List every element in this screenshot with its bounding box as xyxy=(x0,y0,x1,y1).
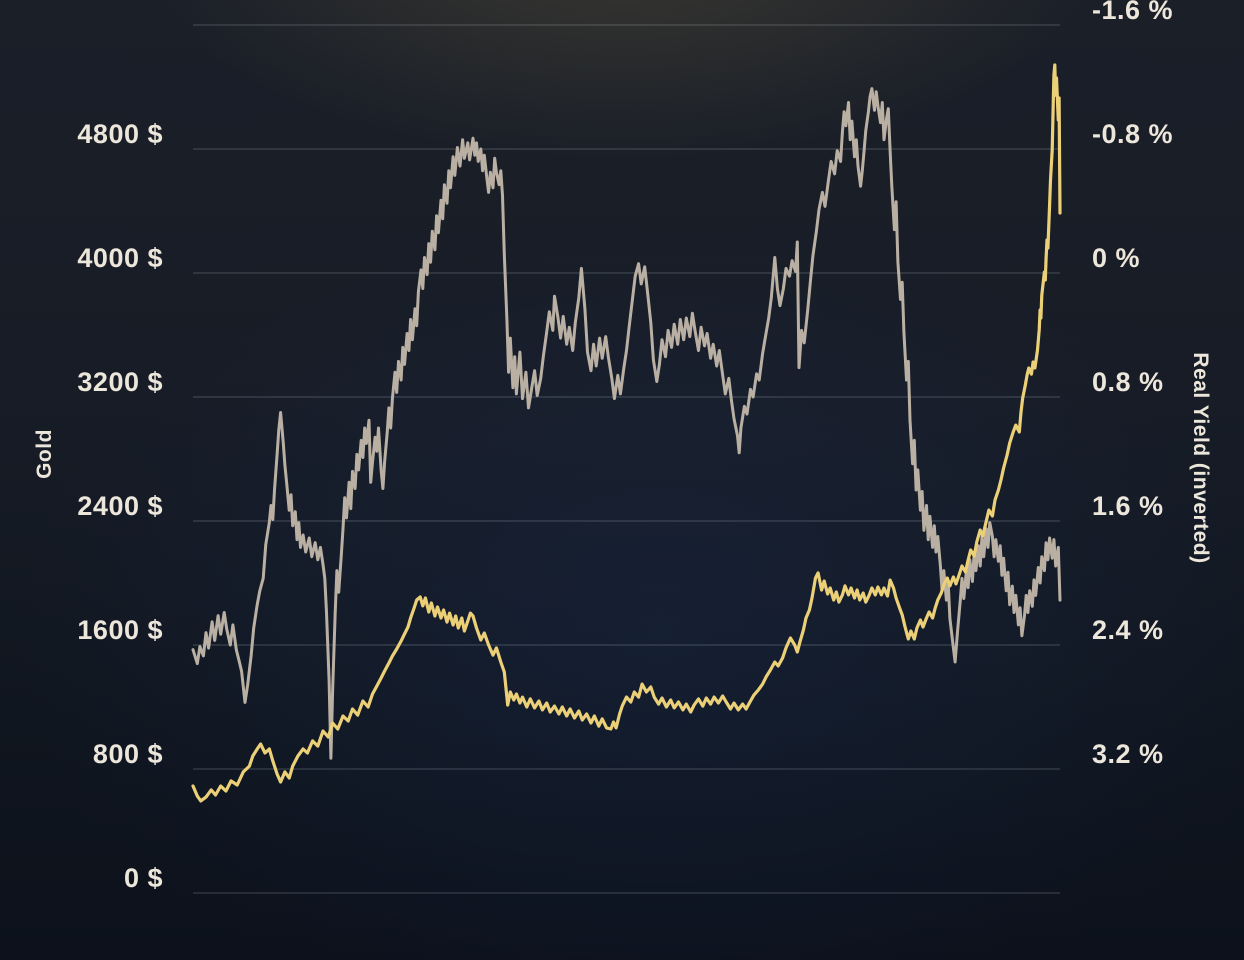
right-axis-tick-label: 2.4 % xyxy=(1092,615,1164,645)
left-axis-tick-label: 4800 $ xyxy=(77,119,163,149)
right-axis-tick-label: 3.2 % xyxy=(1092,739,1164,769)
right-axis-tick-label: -0.8 % xyxy=(1092,119,1174,149)
left-axis-tick-label: 4000 $ xyxy=(77,243,163,273)
left-axis-tick-label: 2400 $ xyxy=(77,491,163,521)
right-axis-tick-label: 1.6 % xyxy=(1092,491,1164,521)
gridlines xyxy=(193,24,1060,894)
right-axis-tick-label: -1.6 % xyxy=(1092,0,1174,25)
real-yield-line xyxy=(191,87,1062,760)
gold-line xyxy=(191,63,1062,803)
left-axis-tick-label: 800 $ xyxy=(92,739,163,769)
right-axis-tick-label: 0 % xyxy=(1092,243,1141,273)
left-axis-tick-label: 0 $ xyxy=(123,863,163,893)
right-axis-title: Real Yield (inverted) xyxy=(1189,352,1212,564)
left-axis-tick-label: 3200 $ xyxy=(77,367,163,397)
left-axis-title: Gold xyxy=(33,429,56,479)
right-axis-tick-label: 0.8 % xyxy=(1092,367,1164,397)
left-axis-tick-label: 1600 $ xyxy=(77,615,163,645)
